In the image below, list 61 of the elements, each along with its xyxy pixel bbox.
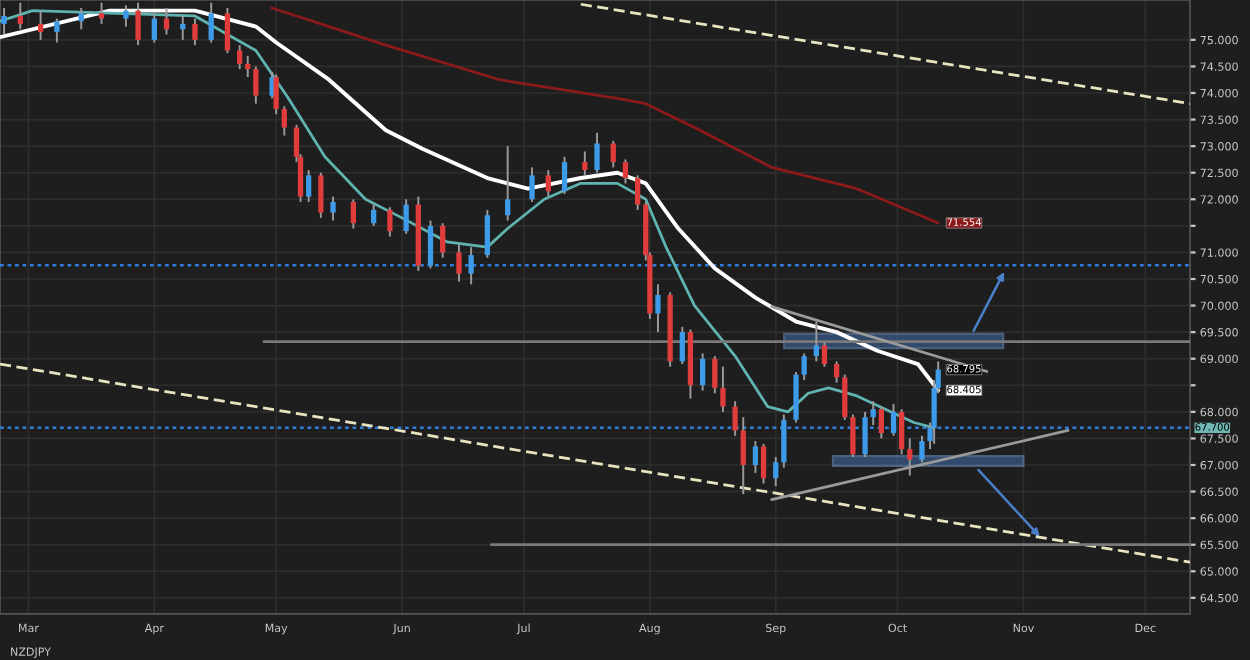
candlestick (505, 145, 511, 222)
candlestick (870, 400, 876, 427)
candlestick (850, 413, 856, 458)
candlestick (123, 4, 129, 28)
candlestick (655, 283, 661, 334)
candlestick (561, 155, 568, 195)
candlestick (781, 413, 787, 469)
candlestick (529, 166, 535, 203)
candlestick (635, 174, 641, 211)
candlestick (371, 203, 377, 227)
candlestick (582, 150, 588, 177)
candlestick (387, 206, 393, 238)
candlestick (890, 402, 897, 437)
candlestick (440, 222, 446, 259)
candlestick (594, 131, 600, 174)
candlestick (801, 352, 807, 381)
candlestick (273, 73, 279, 116)
candlestick (773, 456, 779, 488)
candlestick (821, 341, 828, 368)
candlestick (403, 198, 409, 235)
candlestick (192, 17, 198, 47)
candlestick (720, 365, 726, 413)
candlestick (752, 440, 759, 474)
candlestick (350, 198, 356, 230)
candlestick (712, 355, 718, 395)
candlestick (545, 169, 551, 198)
candlestick (813, 320, 819, 363)
candlestick (793, 371, 799, 424)
candlestick (253, 65, 259, 105)
candlestick (306, 169, 312, 203)
candlestick (878, 405, 884, 440)
candlestick (834, 360, 840, 384)
candlestick (919, 434, 925, 464)
candlestick (330, 195, 336, 222)
candlestick (699, 352, 706, 392)
candlestick (468, 246, 474, 286)
candlestick (456, 243, 462, 283)
candlestick (318, 171, 324, 219)
candlestick (135, 1, 141, 47)
candlestick (208, 1, 214, 44)
candlestick (98, 1, 105, 25)
candlestick (907, 437, 913, 477)
candlestick (740, 416, 746, 496)
candlestick (760, 442, 767, 485)
candlestick (281, 105, 287, 137)
candlestick (842, 373, 848, 421)
candlestick (484, 208, 491, 259)
candlestick (236, 44, 243, 71)
candlestick (732, 400, 738, 437)
candlestick (54, 17, 60, 44)
candlestick (610, 139, 616, 169)
candlestick (862, 410, 868, 458)
line-series (270, 6, 940, 225)
candlestick (78, 7, 84, 31)
candlestick (679, 325, 685, 365)
candlestick (37, 9, 44, 41)
candlestick (427, 219, 434, 270)
candlestick (622, 158, 629, 185)
candlestick (899, 408, 905, 456)
candlestick (224, 7, 231, 55)
candlestick (151, 12, 157, 44)
